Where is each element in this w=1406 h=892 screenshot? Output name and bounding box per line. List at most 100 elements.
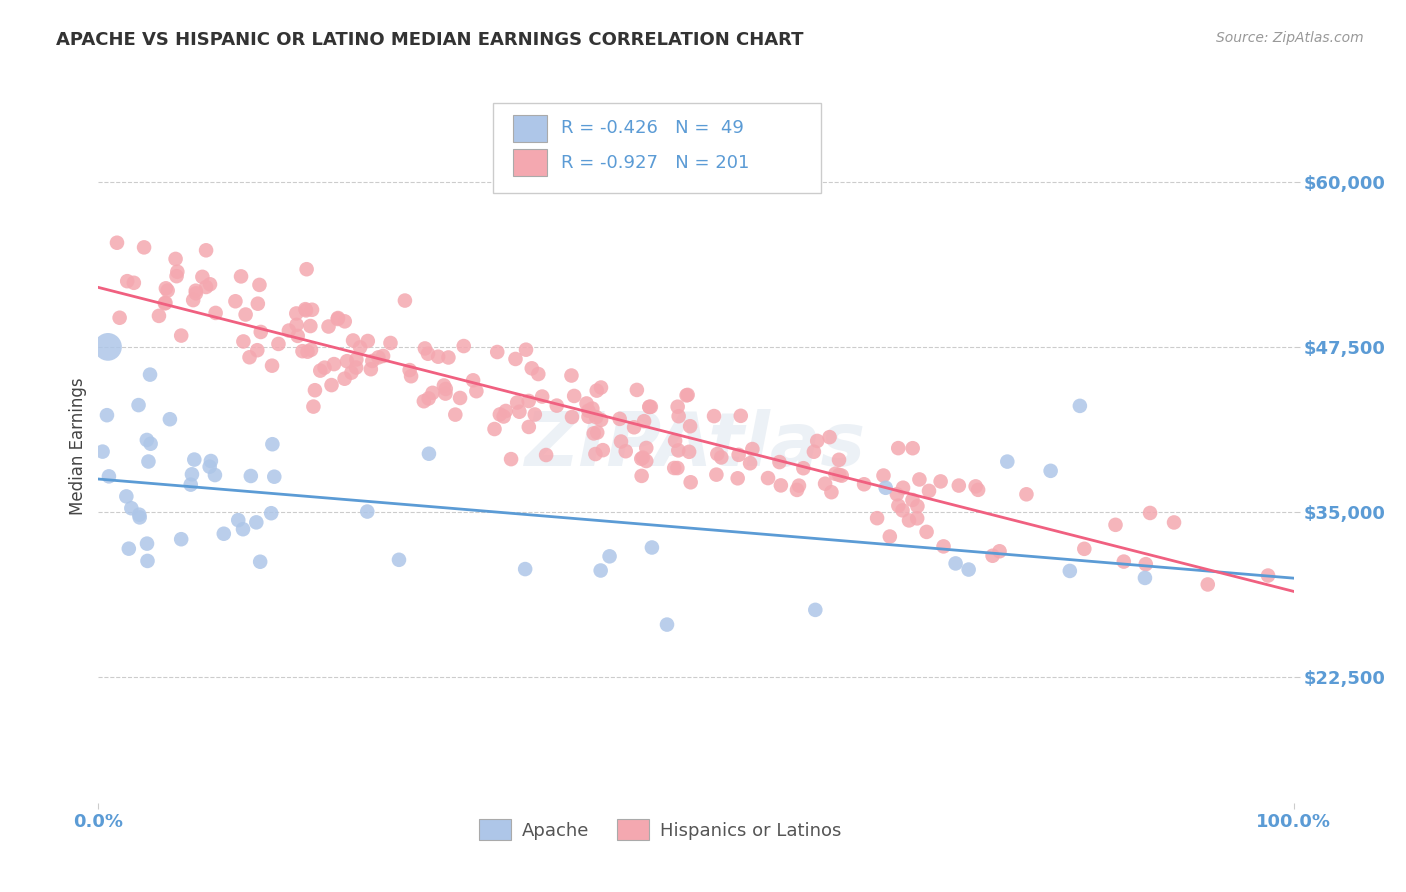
Point: [589, 380, 612, 394]
Point: [515, 343, 537, 357]
Point: [623, 420, 645, 434]
Point: [128, 398, 150, 412]
Point: [344, 352, 367, 367]
Point: [418, 447, 440, 461]
Point: [412, 394, 434, 409]
Point: [631, 450, 654, 465]
Point: [246, 343, 269, 358]
Point: [427, 350, 450, 364]
Point: [115, 489, 138, 503]
Point: [887, 499, 910, 513]
Point: [165, 252, 187, 266]
Point: [321, 378, 343, 392]
Point: [666, 461, 689, 475]
Point: [575, 396, 598, 410]
Point: [506, 395, 529, 409]
Point: [287, 329, 309, 343]
Point: [159, 412, 181, 426]
Point: [326, 311, 349, 326]
Point: [630, 451, 652, 466]
Point: [418, 392, 440, 406]
Point: [434, 382, 457, 396]
Point: [367, 351, 389, 365]
Point: [184, 284, 207, 298]
Point: [578, 409, 600, 424]
Point: [1112, 555, 1135, 569]
Point: [239, 469, 262, 483]
Point: [232, 522, 254, 536]
Point: [891, 481, 914, 495]
Point: [91, 444, 114, 458]
Point: [666, 400, 689, 414]
Point: [866, 511, 889, 525]
Point: [583, 447, 606, 461]
Point: [945, 557, 967, 571]
Text: APACHE VS HISPANIC OR LATINO MEDIAN EARNINGS CORRELATION CHART: APACHE VS HISPANIC OR LATINO MEDIAN EARN…: [56, 31, 804, 49]
Point: [515, 562, 537, 576]
Point: [932, 540, 955, 554]
Point: [792, 461, 814, 475]
Point: [517, 394, 540, 409]
Point: [581, 401, 603, 416]
Point: [666, 443, 689, 458]
Point: [170, 328, 193, 343]
Point: [706, 447, 728, 461]
Point: [915, 524, 938, 539]
Point: [360, 362, 382, 376]
Point: [357, 334, 380, 348]
Point: [853, 477, 876, 491]
Point: [285, 306, 308, 320]
Point: [465, 384, 488, 399]
Point: [640, 400, 662, 414]
Point: [887, 441, 910, 455]
Point: [399, 369, 422, 384]
Point: [166, 269, 188, 284]
Point: [727, 471, 749, 485]
Point: [433, 378, 456, 392]
Point: [267, 337, 290, 351]
Point: [831, 468, 853, 483]
Point: [948, 478, 970, 492]
Point: [118, 541, 141, 556]
Point: [170, 532, 193, 546]
Text: R = -0.927   N = 201: R = -0.927 N = 201: [561, 153, 749, 171]
Point: [132, 240, 155, 254]
Point: [195, 280, 218, 294]
Point: [828, 452, 851, 467]
Point: [531, 390, 554, 404]
Point: [291, 344, 314, 359]
Point: [181, 467, 204, 482]
Point: [505, 351, 527, 366]
Point: [105, 235, 128, 250]
Point: [299, 343, 322, 357]
Point: [285, 318, 308, 332]
Point: [1163, 516, 1185, 530]
Point: [153, 296, 176, 310]
Point: [995, 454, 1018, 468]
Point: [198, 459, 221, 474]
Point: [120, 501, 142, 516]
Point: [655, 617, 678, 632]
Point: [965, 479, 987, 493]
Point: [212, 526, 235, 541]
Point: [824, 467, 846, 481]
Point: [156, 284, 179, 298]
Point: [706, 467, 728, 482]
Point: [610, 434, 633, 449]
Point: [416, 347, 439, 361]
Point: [1059, 564, 1081, 578]
Point: [297, 344, 319, 359]
Point: [1135, 557, 1157, 571]
Point: [898, 513, 921, 527]
Point: [136, 554, 159, 568]
Point: [434, 386, 457, 401]
Point: [495, 404, 517, 418]
Point: [756, 471, 779, 485]
Point: [818, 430, 841, 444]
Point: [301, 302, 323, 317]
Point: [534, 448, 557, 462]
Point: [181, 293, 204, 307]
Point: [314, 360, 336, 375]
Point: [562, 389, 585, 403]
Point: [449, 391, 471, 405]
